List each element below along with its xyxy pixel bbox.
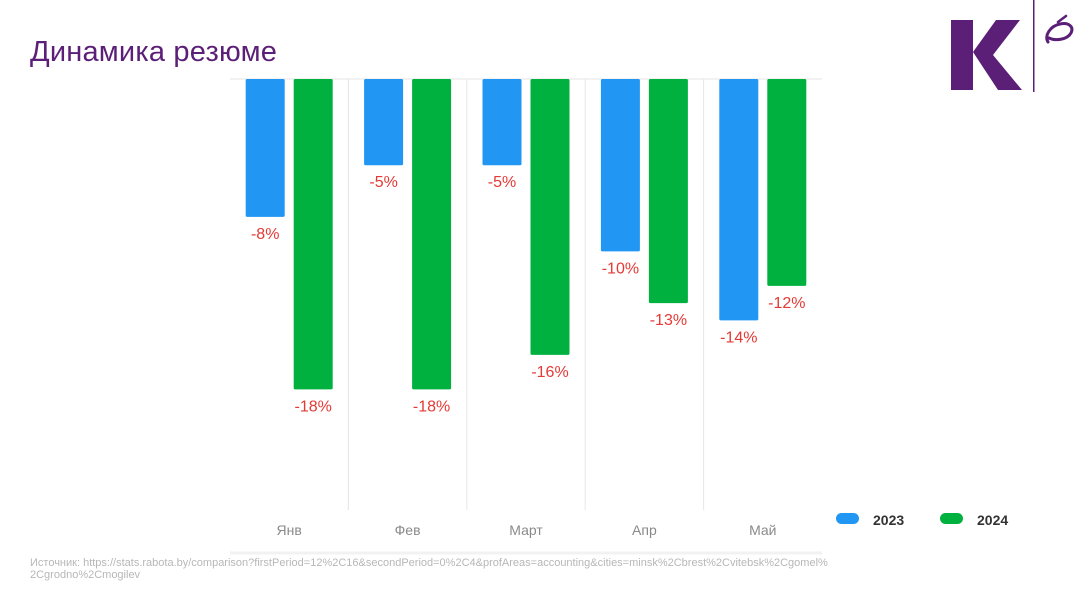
bars	[245, 79, 807, 390]
legend-swatch-2023	[836, 513, 859, 524]
bar-2023-4	[600, 79, 640, 252]
x-tick-label: Апр	[632, 522, 657, 538]
data-label-2024-2: -18%	[413, 398, 450, 415]
data-label-2024-4: -13%	[650, 312, 687, 329]
bar-2024-1	[293, 79, 333, 390]
data-label-2023-1: -8%	[251, 226, 279, 243]
legend-label-2024: 2024	[977, 512, 1008, 528]
bar-2023-5	[719, 79, 759, 321]
x-tick-label: Янв	[277, 522, 302, 538]
data-label-2023-2: -5%	[369, 174, 397, 191]
legend-label-2023: 2023	[873, 512, 904, 528]
bar-2023-3	[482, 79, 522, 166]
x-axis-tick-labels: Янв Фев Март Апр Май	[277, 522, 777, 538]
bar-2024-4	[648, 79, 688, 304]
data-label-2024-5: -12%	[768, 295, 805, 312]
data-label-2023-3: -5%	[488, 174, 516, 191]
bar-2024-2	[412, 79, 452, 390]
data-label-2023-5: -14%	[720, 329, 757, 346]
grid-lines	[230, 78, 822, 555]
x-tick-label: Фев	[395, 522, 421, 538]
bar-2024-5	[767, 79, 807, 286]
legend: 2023 2024	[836, 512, 1008, 528]
data-labels: -8% -18% -5% -18% -5% -16% -10% -13% -14% -12%	[251, 174, 806, 415]
legend-swatch-2024	[940, 513, 963, 524]
bar-2023-2	[364, 79, 404, 166]
source-note: Источник: https://stats.rabota.by/compar…	[30, 557, 828, 581]
brand-logo	[951, 0, 1074, 92]
x-tick-label: Март	[509, 522, 543, 538]
data-label-2024-1: -18%	[295, 398, 332, 415]
brand-logo-icon	[951, 0, 1074, 92]
data-label-2024-3: -16%	[531, 364, 568, 381]
bar-2023-1	[245, 79, 285, 217]
x-tick-label: Май	[749, 522, 776, 538]
data-label-2023-4: -10%	[602, 260, 639, 277]
bar-2024-3	[530, 79, 570, 355]
slide-title: Динамика резюме	[30, 36, 278, 68]
